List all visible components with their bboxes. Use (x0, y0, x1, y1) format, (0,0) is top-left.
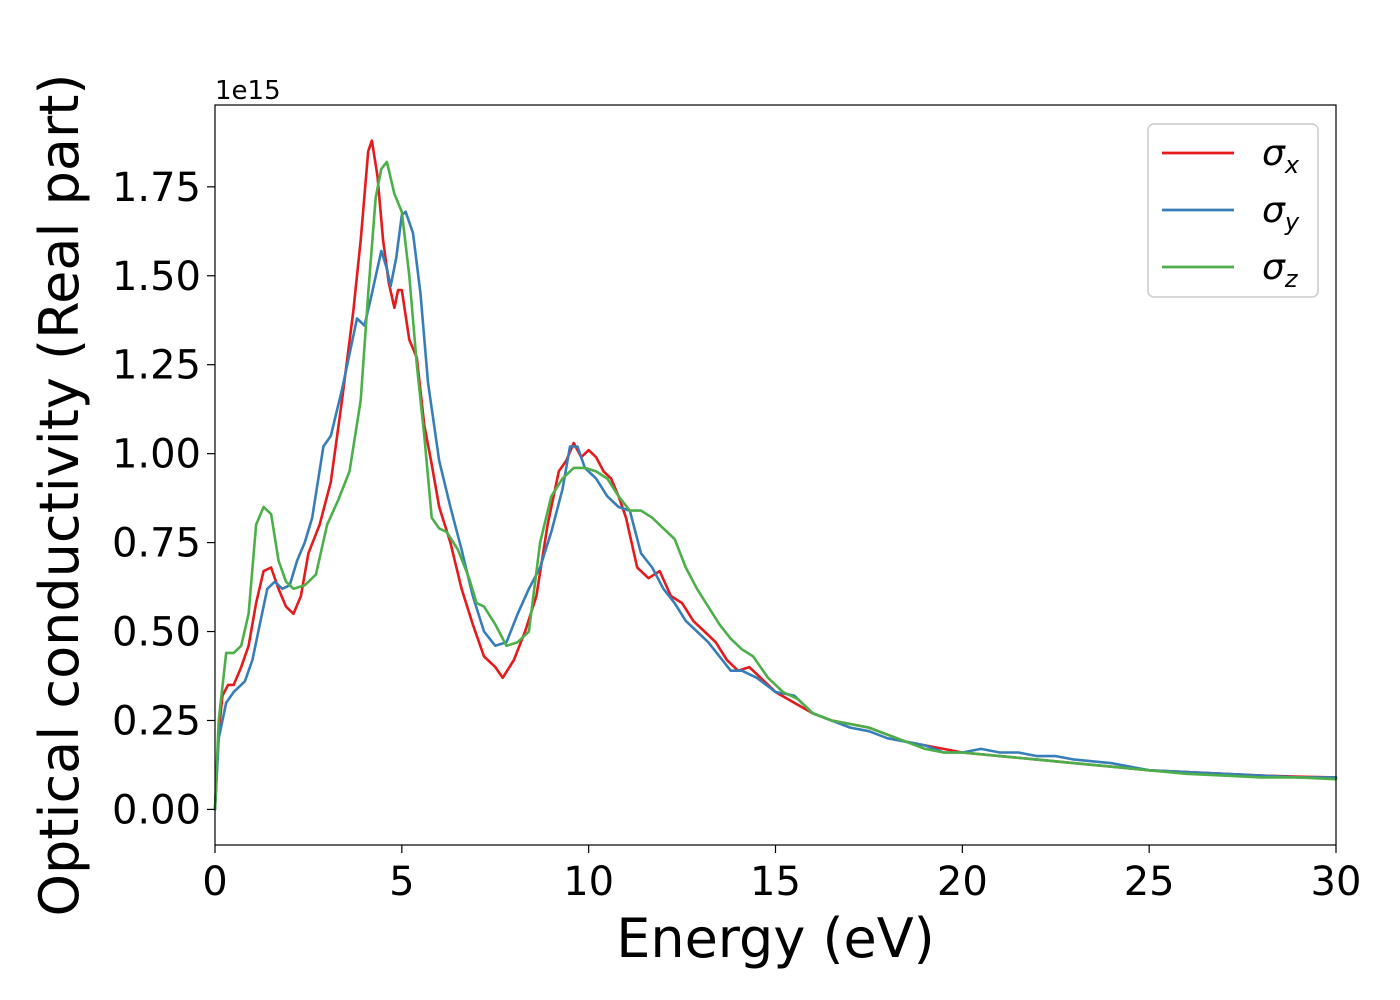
legend-label: σy (1262, 190, 1300, 236)
y-tick-label: 1.00 (112, 432, 201, 478)
x-axis-title: Energy (eV) (616, 907, 935, 970)
y-axis-title: Optical conductivity (Real part) (28, 74, 91, 917)
y-tick-label: 1.50 (112, 254, 201, 300)
x-tick-label: 20 (937, 859, 988, 905)
y-tick-label: 1.75 (112, 165, 201, 211)
series-layer (213, 139, 1338, 811)
x-tick-label: 0 (202, 859, 227, 905)
y-axis: 0.00 0.25 0.50 0.75 1.00 1.25 1.50 1.75 (112, 165, 215, 833)
y-tick-label: 0.75 (112, 521, 201, 567)
x-tick-label: 10 (563, 859, 614, 905)
y-tick-label: 0.00 (112, 787, 201, 833)
legend-item-z: σz (1162, 247, 1299, 293)
legend-item-x: σx (1162, 133, 1300, 179)
y-tick-label: 0.25 (112, 698, 201, 744)
legend-label: σz (1262, 247, 1299, 293)
x-tick-label: 5 (389, 859, 414, 905)
y-axis-offset-label: 1e15 (215, 76, 281, 106)
series-line-z (213, 160, 1338, 811)
legend-item-y: σy (1162, 190, 1300, 236)
x-tick-label: 15 (750, 859, 801, 905)
legend-label: σx (1262, 133, 1300, 179)
y-tick-label: 0.50 (112, 610, 201, 656)
x-tick-label: 25 (1124, 859, 1175, 905)
x-axis: 0 5 10 15 20 25 30 (202, 845, 1361, 905)
legend: σx σy σz (1147, 123, 1319, 298)
x-tick-label: 30 (1311, 859, 1362, 905)
y-tick-label: 1.25 (112, 343, 201, 389)
